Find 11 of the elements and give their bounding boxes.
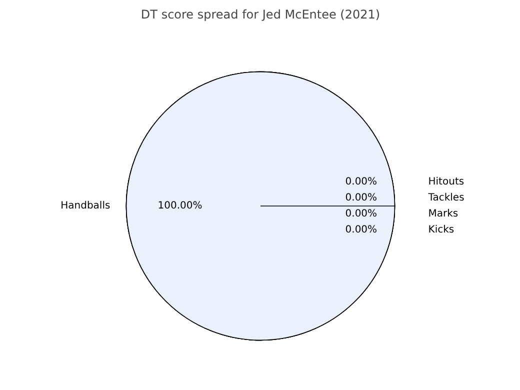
text: 0.00% — [345, 176, 378, 188]
text: 0.00% — [345, 208, 378, 220]
category-label: Kicks — [428, 224, 454, 236]
data-label: 100.00% — [158, 200, 202, 212]
text: 0.00% — [345, 192, 378, 204]
text: 0.00% — [345, 224, 378, 236]
category-label: Marks — [428, 208, 458, 220]
category-label: Hitouts — [428, 176, 464, 188]
chart-title: DT score spread for Jed McEntee (2021) — [140, 8, 380, 22]
slice-label: Handballs — [60, 200, 110, 212]
category-label: Tackles — [428, 192, 464, 204]
